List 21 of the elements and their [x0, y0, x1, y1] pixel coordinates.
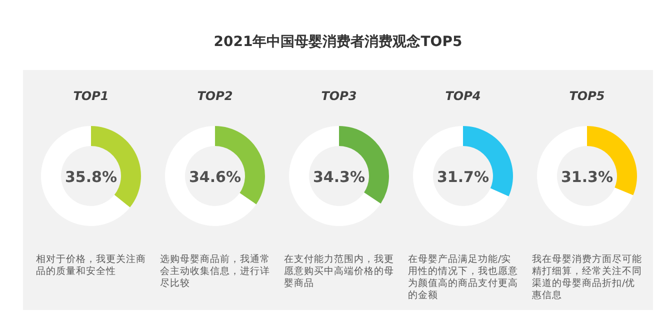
text: 在支付能力范围内，我更愿意购买中高端价格的母婴商品: [284, 253, 394, 289]
text: 相对于价格，我更关注商品的质量和安全性: [36, 253, 146, 277]
text: 在母婴产品满足功能/实用性的情况下，我也愿意为颜值高的商品支付更高的金额: [408, 253, 518, 301]
chart-title: TOP4: [445, 89, 481, 103]
text: 34.3%: [312, 168, 366, 186]
text: 34.6%: [188, 168, 242, 186]
donut-slice: [413, 126, 509, 226]
donut-slice: [537, 126, 634, 226]
text: 35.8%: [64, 168, 118, 186]
chart-title: TOP3: [321, 89, 357, 103]
donut-slice: [165, 126, 256, 226]
chart-title: TOP2: [197, 89, 233, 103]
donut-slice: [41, 126, 130, 226]
chart-title: TOP5: [569, 89, 605, 103]
text: 31.7%: [436, 168, 490, 186]
donut-slice: [289, 126, 381, 226]
text: 2021年中国母婴消费者消费观念TOP5: [214, 34, 462, 50]
text: 31.3%: [560, 168, 614, 186]
text: 选购母婴商品前，我通常会主动收集信息，进行详尽比较: [160, 253, 270, 289]
chart-title: TOP1: [73, 89, 109, 103]
text: 我在母婴消费方面尽可能精打细算，经常关注不同渠道的母婴商品折扣/优惠信息: [531, 253, 642, 301]
